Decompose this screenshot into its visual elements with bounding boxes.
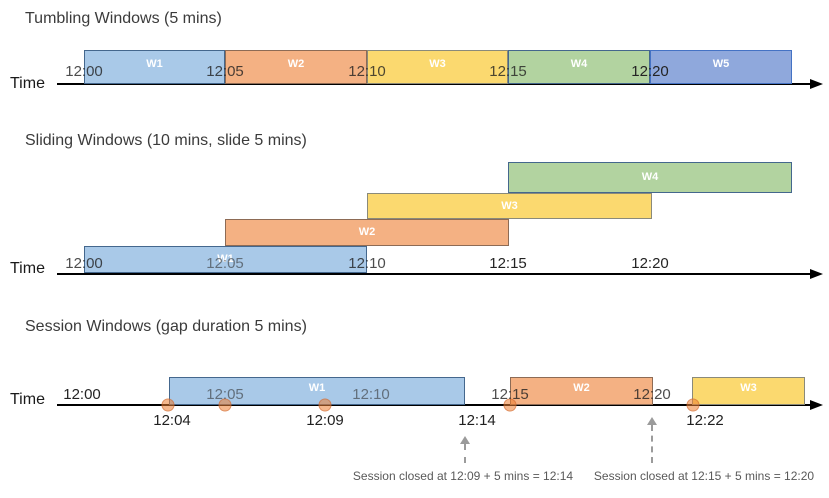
window-bar-w3: W3: [367, 193, 652, 219]
event-dot: [161, 398, 175, 412]
window-bar-label: W2: [358, 226, 376, 238]
tick-label: 12:15: [489, 63, 527, 80]
tick-label: 12:00: [65, 63, 103, 80]
window-bar-w3: W3: [367, 50, 508, 84]
annotation-text: Session closed at 12:15 + 5 mins = 12:20: [593, 469, 815, 483]
tick-label: 12:10: [352, 386, 390, 403]
window-bar-label: W3: [501, 199, 518, 212]
section-title: Session Windows (gap duration 5 mins): [25, 318, 307, 335]
window-bar-w2: W2: [225, 219, 509, 246]
window-bar-label: W3: [429, 58, 446, 70]
window-bar-label: W2: [573, 382, 590, 394]
axis-arrowhead-icon: [810, 269, 823, 279]
time-axis-label: Time: [10, 75, 45, 92]
event-time-label: 12:14: [458, 412, 496, 429]
time-axis-label: Time: [10, 260, 45, 277]
dashed-arrow-line: [651, 425, 653, 463]
tick-label: 12:05: [206, 386, 244, 403]
window-bar-label: W1: [308, 382, 326, 394]
window-bar-w1: W1: [169, 377, 465, 405]
annotation-text: Session closed at 12:09 + 5 mins = 12:14: [352, 469, 574, 483]
tick-label: 12:20: [633, 386, 671, 403]
window-bar-label: W3: [740, 382, 757, 394]
window-bar-w1: W1: [84, 50, 225, 84]
window-bar-label: W5: [712, 58, 730, 70]
time-axis: [57, 273, 810, 275]
dashed-arrow-line: [464, 444, 466, 463]
window-bar-w2: W2: [225, 50, 367, 84]
axis-arrowhead-icon: [810, 79, 823, 89]
window-bar-w4: W4: [508, 50, 650, 84]
tick-label: 12:05: [206, 63, 244, 80]
window-bar-label: W1: [217, 253, 234, 265]
event-time-label: 12:09: [306, 412, 344, 429]
axis-arrowhead-icon: [810, 400, 823, 410]
tick-label: 12:00: [65, 255, 103, 272]
window-bar-label: W4: [570, 58, 588, 70]
tick-label: 12:20: [631, 255, 669, 272]
event-time-label: 12:22: [686, 412, 724, 429]
time-axis: [57, 404, 810, 406]
time-axis-label: Time: [10, 391, 45, 408]
time-axis: [57, 83, 810, 85]
section-title: Tumbling Windows (5 mins): [25, 10, 222, 27]
tick-label: 12:15: [489, 255, 527, 272]
tick-label: 12:10: [348, 255, 386, 272]
event-dot: [686, 398, 700, 412]
window-bar-w5: W5: [650, 50, 792, 84]
event-dot: [503, 398, 517, 412]
dashed-arrow-head-icon: [460, 436, 470, 444]
event-dot: [218, 398, 232, 412]
tick-label: 12:10: [348, 63, 386, 80]
window-bar-w1: W1: [84, 246, 367, 273]
window-bar-label: W1: [146, 58, 163, 70]
tick-label: 12:05: [206, 255, 244, 272]
event-time-label: 12:04: [153, 412, 191, 429]
window-bar-w3: W3: [692, 377, 805, 405]
window-bar-label: W2: [287, 58, 305, 70]
tick-label: 12:00: [63, 386, 101, 403]
dashed-arrow-head-icon: [647, 417, 657, 425]
event-dot: [318, 398, 332, 412]
window-bar-w2: W2: [510, 377, 653, 405]
window-bar-w4: W4: [508, 162, 792, 193]
window-bar-label: W4: [641, 171, 659, 183]
section-title: Sliding Windows (10 mins, slide 5 mins): [25, 132, 307, 149]
tick-label: 12:15: [491, 386, 529, 403]
tick-label: 12:20: [631, 63, 669, 80]
